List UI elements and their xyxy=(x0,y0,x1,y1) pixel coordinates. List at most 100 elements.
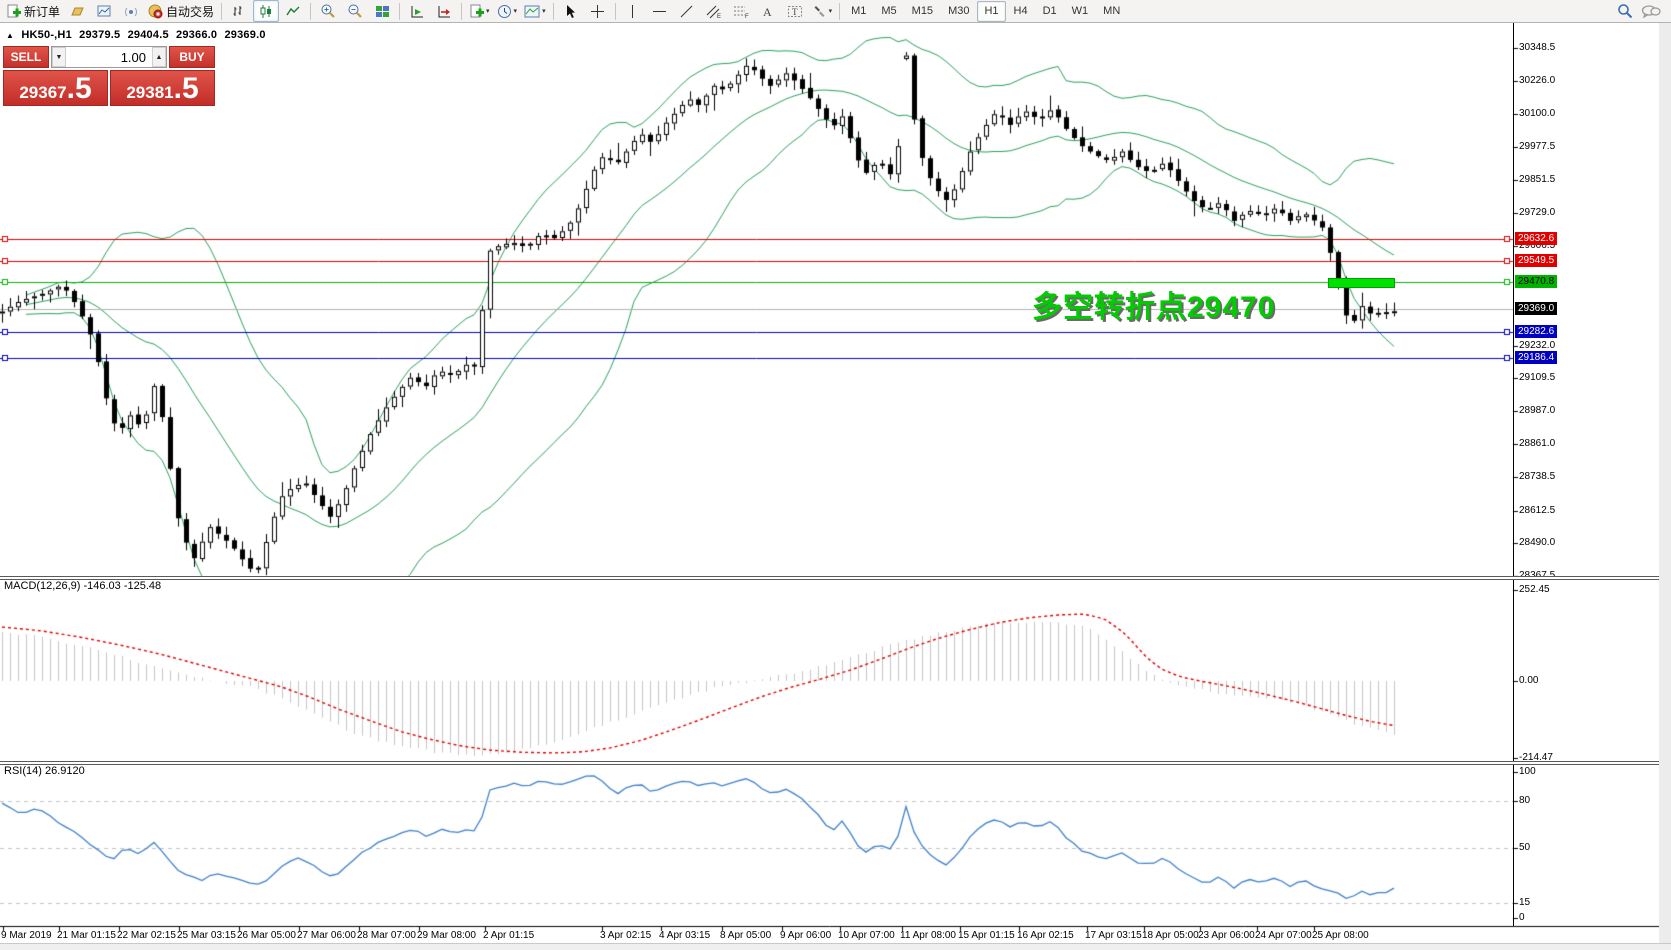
time-axis-label: 9 Apr 06:00 xyxy=(780,930,832,941)
oneclick-collapse-icon[interactable]: ▲ xyxy=(6,31,15,40)
toolbar-separator xyxy=(221,2,223,20)
macd-axis-tick: 0.00 xyxy=(1519,675,1539,686)
one-click-trading-panel: SELL ▼ 1.00 ▲ BUY 29367.5 29381.5 xyxy=(3,46,215,106)
periods-button[interactable]: ▾ xyxy=(494,0,521,22)
chart-shift-button[interactable] xyxy=(431,0,457,22)
crosshair-icon xyxy=(591,4,605,18)
vertical-line-icon xyxy=(632,4,634,18)
sell-price-frac: .5 xyxy=(66,72,92,105)
time-axis-label: 2 Apr 01:15 xyxy=(483,930,535,941)
chart-symbol-period: HK50-,H1 xyxy=(21,29,72,41)
tile-windows-button[interactable] xyxy=(369,0,395,22)
timeframe-H4[interactable]: H4 xyxy=(1013,5,1028,17)
time-axis-label: 15 Apr 01:15 xyxy=(958,930,1015,941)
chat-icon[interactable] xyxy=(1641,4,1661,19)
macd-axis-tick: 252.45 xyxy=(1519,584,1550,595)
chart-shift-icon xyxy=(438,5,450,17)
timeframe-M5[interactable]: M5 xyxy=(881,5,897,17)
buy-price-int: 29381 xyxy=(126,83,174,102)
bar-chart-button[interactable] xyxy=(226,0,252,22)
market-watch-button[interactable] xyxy=(64,0,90,22)
text-label-icon: T xyxy=(787,5,802,17)
auto-scroll-button[interactable] xyxy=(404,0,430,22)
price-axis-tick: 28738.5 xyxy=(1519,471,1556,483)
price-line-label: 29632.6 xyxy=(1515,231,1558,245)
rsi-pane-splitter[interactable] xyxy=(0,761,1671,765)
current-price-label: 29369.0 xyxy=(1515,302,1558,316)
highlight-rectangle[interactable] xyxy=(1328,278,1395,288)
sell-price-button[interactable]: 29367.5 xyxy=(3,70,108,106)
text-label-button[interactable]: T xyxy=(782,0,808,22)
zoom-in-button[interactable] xyxy=(315,0,341,22)
tile-windows-icon xyxy=(375,5,389,17)
zoom-out-button[interactable] xyxy=(342,0,368,22)
trendline-button[interactable] xyxy=(674,0,700,22)
time-axis-label: 27 Mar 06:00 xyxy=(297,930,356,941)
volume-increase-button[interactable]: ▲ xyxy=(152,47,166,67)
rsi-axis-tick: 100 xyxy=(1519,766,1536,777)
indicators-button[interactable]: ▾ xyxy=(466,0,493,22)
vertical-line-button[interactable] xyxy=(620,0,646,22)
indicators-icon xyxy=(470,4,485,17)
chart-window-button[interactable] xyxy=(91,0,117,22)
price-axis-tick: 29851.5 xyxy=(1519,174,1556,186)
timeframe-W1[interactable]: W1 xyxy=(1071,5,1089,17)
templates-button[interactable]: ▾ xyxy=(521,0,549,22)
chart-annotation-text[interactable]: 多空转折点29470 xyxy=(1032,291,1276,324)
toolbar-separator xyxy=(310,2,312,20)
timeframe-M30[interactable]: M30 xyxy=(948,5,970,17)
sell-button[interactable]: SELL xyxy=(3,46,49,68)
fibonacci-icon: F xyxy=(733,6,749,19)
text-button[interactable]: A xyxy=(755,0,781,22)
volume-value[interactable]: 1.00 xyxy=(120,49,146,65)
buy-price-button[interactable]: 29381.5 xyxy=(110,70,215,106)
arrows-button[interactable]: ▾ xyxy=(809,0,836,22)
chart-high: 29404.5 xyxy=(127,29,169,41)
macd-pane-splitter[interactable] xyxy=(0,576,1671,580)
auto-trading-button[interactable]: 自动交易 xyxy=(145,0,217,22)
macd-label: MACD(12,26,9) -146.03 -125.48 xyxy=(4,580,162,592)
cursor-button[interactable] xyxy=(558,0,584,22)
signals-button[interactable] xyxy=(118,0,144,22)
timeframe-D1[interactable]: D1 xyxy=(1042,5,1057,17)
time-axis-label: 23 Apr 06:00 xyxy=(1198,930,1255,941)
timeframe-MN[interactable]: MN xyxy=(1103,5,1121,17)
rsi-axis-tick: 80 xyxy=(1519,795,1531,806)
trendline-icon xyxy=(680,5,693,17)
price-axis-tick: 29977.5 xyxy=(1519,140,1556,152)
auto-trading-label: 自动交易 xyxy=(166,4,215,19)
timeframe-M1[interactable]: M1 xyxy=(851,5,867,17)
zoom-in-icon xyxy=(321,4,335,18)
time-axis-label: 10 Apr 07:00 xyxy=(838,930,895,941)
price-axis-tick: 29729.0 xyxy=(1519,207,1556,219)
arrows-icon xyxy=(814,5,825,17)
time-axis-label: 17 Apr 03:15 xyxy=(1085,930,1142,941)
price-axis-tick: 30100.0 xyxy=(1519,108,1556,120)
volume-decrease-button[interactable]: ▼ xyxy=(52,47,66,67)
fibonacci-button[interactable]: F xyxy=(728,0,754,22)
buy-button[interactable]: BUY xyxy=(169,46,215,68)
price-axis-tick: 29232.0 xyxy=(1519,339,1556,351)
candlestick-chart-button[interactable] xyxy=(253,0,280,22)
signals-icon xyxy=(124,7,137,16)
time-axis-label: 22 Mar 02:15 xyxy=(117,930,176,941)
line-chart-button[interactable] xyxy=(280,0,306,22)
price-axis-tick: 28490.0 xyxy=(1519,537,1556,549)
equidistant-channel-button[interactable]: E xyxy=(701,0,727,22)
price-line-label: 29470.8 xyxy=(1515,274,1558,288)
timeframe-M15[interactable]: M15 xyxy=(911,5,934,17)
time-axis-label: 25 Apr 08:00 xyxy=(1312,930,1369,941)
rsi-axis-tick: 50 xyxy=(1519,842,1531,853)
horizontal-line-button[interactable] xyxy=(647,0,673,22)
svg-text:T: T xyxy=(792,7,798,17)
market-watch-icon xyxy=(70,7,84,15)
search-icon[interactable] xyxy=(1617,3,1633,19)
chart-low: 29366.0 xyxy=(176,29,218,41)
crosshair-button[interactable] xyxy=(585,0,611,22)
new-order-button[interactable]: 新订单 xyxy=(3,0,63,22)
price-line-label: 29549.5 xyxy=(1515,253,1558,267)
timeframe-H1[interactable]: H1 xyxy=(977,0,1006,22)
auto-trading-icon xyxy=(148,4,163,18)
horizontal-line-icon xyxy=(653,10,667,12)
